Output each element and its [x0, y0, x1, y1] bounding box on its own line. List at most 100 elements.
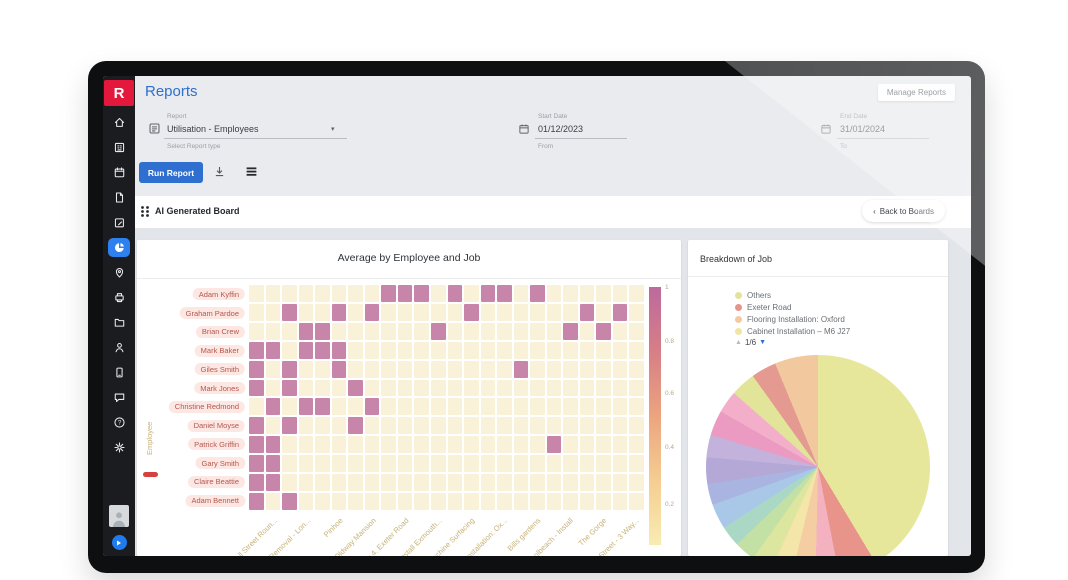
heatmap-cell	[629, 341, 644, 359]
start-date-underline	[535, 138, 627, 139]
legend-item[interactable]: Cabinet Installation – M6 J27	[735, 327, 850, 336]
pager-count: 1/6	[744, 338, 757, 347]
sidebar-item-edit[interactable]	[108, 213, 130, 232]
heatmap-cell	[381, 303, 396, 321]
heatmap-cell	[464, 285, 479, 302]
heatmap-cell	[414, 493, 429, 510]
heatmap-cell	[579, 360, 595, 378]
heatmap-cell	[579, 417, 595, 435]
sidebar-item-settings[interactable]	[108, 438, 130, 457]
sidebar-item-printer[interactable]	[108, 288, 130, 307]
legend-item[interactable]: Flooring Installation: Oxford	[735, 315, 850, 324]
sidebar-item-person[interactable]	[108, 338, 130, 357]
messenger-button[interactable]	[111, 535, 127, 550]
heatmap-cell	[447, 455, 463, 473]
heatmap-cell	[315, 493, 330, 510]
report-field-underline	[164, 138, 347, 139]
heatmap-cell	[331, 303, 347, 321]
heatmap-cell	[364, 493, 380, 510]
heatmap-cell	[563, 303, 578, 321]
heatmap-cell	[513, 493, 529, 510]
board-title: AI Generated Board	[155, 206, 240, 216]
heatmap-cell	[480, 455, 496, 473]
heatmap-cell	[265, 341, 281, 359]
start-date-input[interactable]: 01/12/2023	[538, 124, 584, 134]
heatmap-cell	[513, 436, 529, 454]
heatmap-cell	[629, 474, 644, 492]
sidebar-item-calendar[interactable]	[108, 163, 130, 182]
back-to-boards-button[interactable]: ‹ Back to Boards	[862, 200, 945, 222]
heatmap-cell	[282, 436, 297, 454]
heatmap-cell	[497, 455, 512, 473]
manage-reports-button[interactable]: Manage Reports	[877, 84, 955, 101]
colorbar-tick-label: 1	[665, 284, 669, 291]
heatmap-cell	[265, 417, 281, 435]
report-select[interactable]: Utilisation - Employees	[167, 124, 259, 134]
heatmap-axis-pill	[143, 472, 158, 477]
heatmap-cell	[546, 285, 562, 302]
edit-icon	[114, 218, 124, 228]
heatmap-cell	[546, 436, 562, 454]
sidebar-item-organization[interactable]	[108, 138, 130, 157]
heatmap-cell	[430, 455, 446, 473]
heatmap-cell	[348, 285, 363, 302]
heatmap-cell	[497, 322, 512, 340]
heatmap-cell	[546, 360, 562, 378]
heatmap-panel: Average by Employee and Job Employee Ada…	[137, 240, 681, 556]
heatmap-cell	[546, 303, 562, 321]
heatmap-cell	[364, 436, 380, 454]
heatmap-cell	[513, 341, 529, 359]
heatmap-cell	[348, 341, 363, 359]
heatmap-cell	[563, 398, 578, 416]
employee-row-label: Gary Smith	[195, 457, 245, 470]
heatmap-cell	[315, 436, 330, 454]
employee-row-label: Patrick Griffin	[188, 438, 245, 451]
heatmap-cell	[579, 455, 595, 473]
location-pin-icon	[115, 268, 123, 278]
legend-item[interactable]: Others	[735, 291, 850, 300]
sidebar-item-home[interactable]	[108, 113, 130, 132]
heatmap-cell	[331, 436, 347, 454]
settings-icon	[113, 442, 125, 453]
heatmap-cell	[530, 474, 545, 492]
sidebar-item-location-pin[interactable]	[108, 263, 130, 282]
panel-divider	[688, 276, 948, 277]
heatmap-cell	[497, 341, 512, 359]
sidebar-item-pie-chart[interactable]	[108, 238, 130, 257]
heatmap-cell	[546, 493, 562, 510]
list-view-icon[interactable]	[245, 165, 258, 183]
sidebar-item-chat[interactable]	[108, 388, 130, 407]
avatar[interactable]	[109, 505, 129, 527]
sidebar-item-folder[interactable]	[108, 313, 130, 332]
end-date-input[interactable]: 31/01/2024	[840, 124, 886, 134]
heatmap-cell	[364, 398, 380, 416]
heatmap-cell	[579, 474, 595, 492]
heatmap-cell	[629, 303, 644, 321]
run-report-button[interactable]: Run Report	[139, 162, 203, 183]
heatmap-cell	[397, 322, 413, 340]
heatmap-cell	[530, 322, 545, 340]
heatmap-cell	[265, 493, 281, 510]
heatmap-cell	[265, 379, 281, 397]
download-icon[interactable]	[213, 165, 226, 183]
legend-item[interactable]: Exeter Road	[735, 303, 850, 312]
sidebar-item-document[interactable]	[108, 188, 130, 207]
chevron-down-icon[interactable]: ▾	[331, 126, 335, 133]
heatmap-cell	[530, 285, 545, 302]
heatmap-cell	[381, 341, 396, 359]
heatmap-cell	[397, 285, 413, 302]
monitor-bezel: R ? Reports Manage Reports	[88, 61, 985, 573]
heatmap-cell	[298, 436, 314, 454]
heatmap-cell	[348, 379, 363, 397]
heatmap-cell	[447, 360, 463, 378]
heatmap-cell	[364, 379, 380, 397]
legend-label: Others	[747, 291, 772, 300]
sidebar-item-mobile[interactable]	[108, 363, 130, 382]
heatmap-cell	[265, 303, 281, 321]
pager-up-icon[interactable]: ▲	[735, 339, 742, 346]
heatmap-cell	[464, 493, 479, 510]
pager-down-icon[interactable]: ▼	[759, 339, 766, 346]
sidebar-item-help[interactable]: ?	[108, 413, 130, 432]
app-logo: R	[104, 80, 134, 106]
organization-icon	[114, 142, 124, 153]
